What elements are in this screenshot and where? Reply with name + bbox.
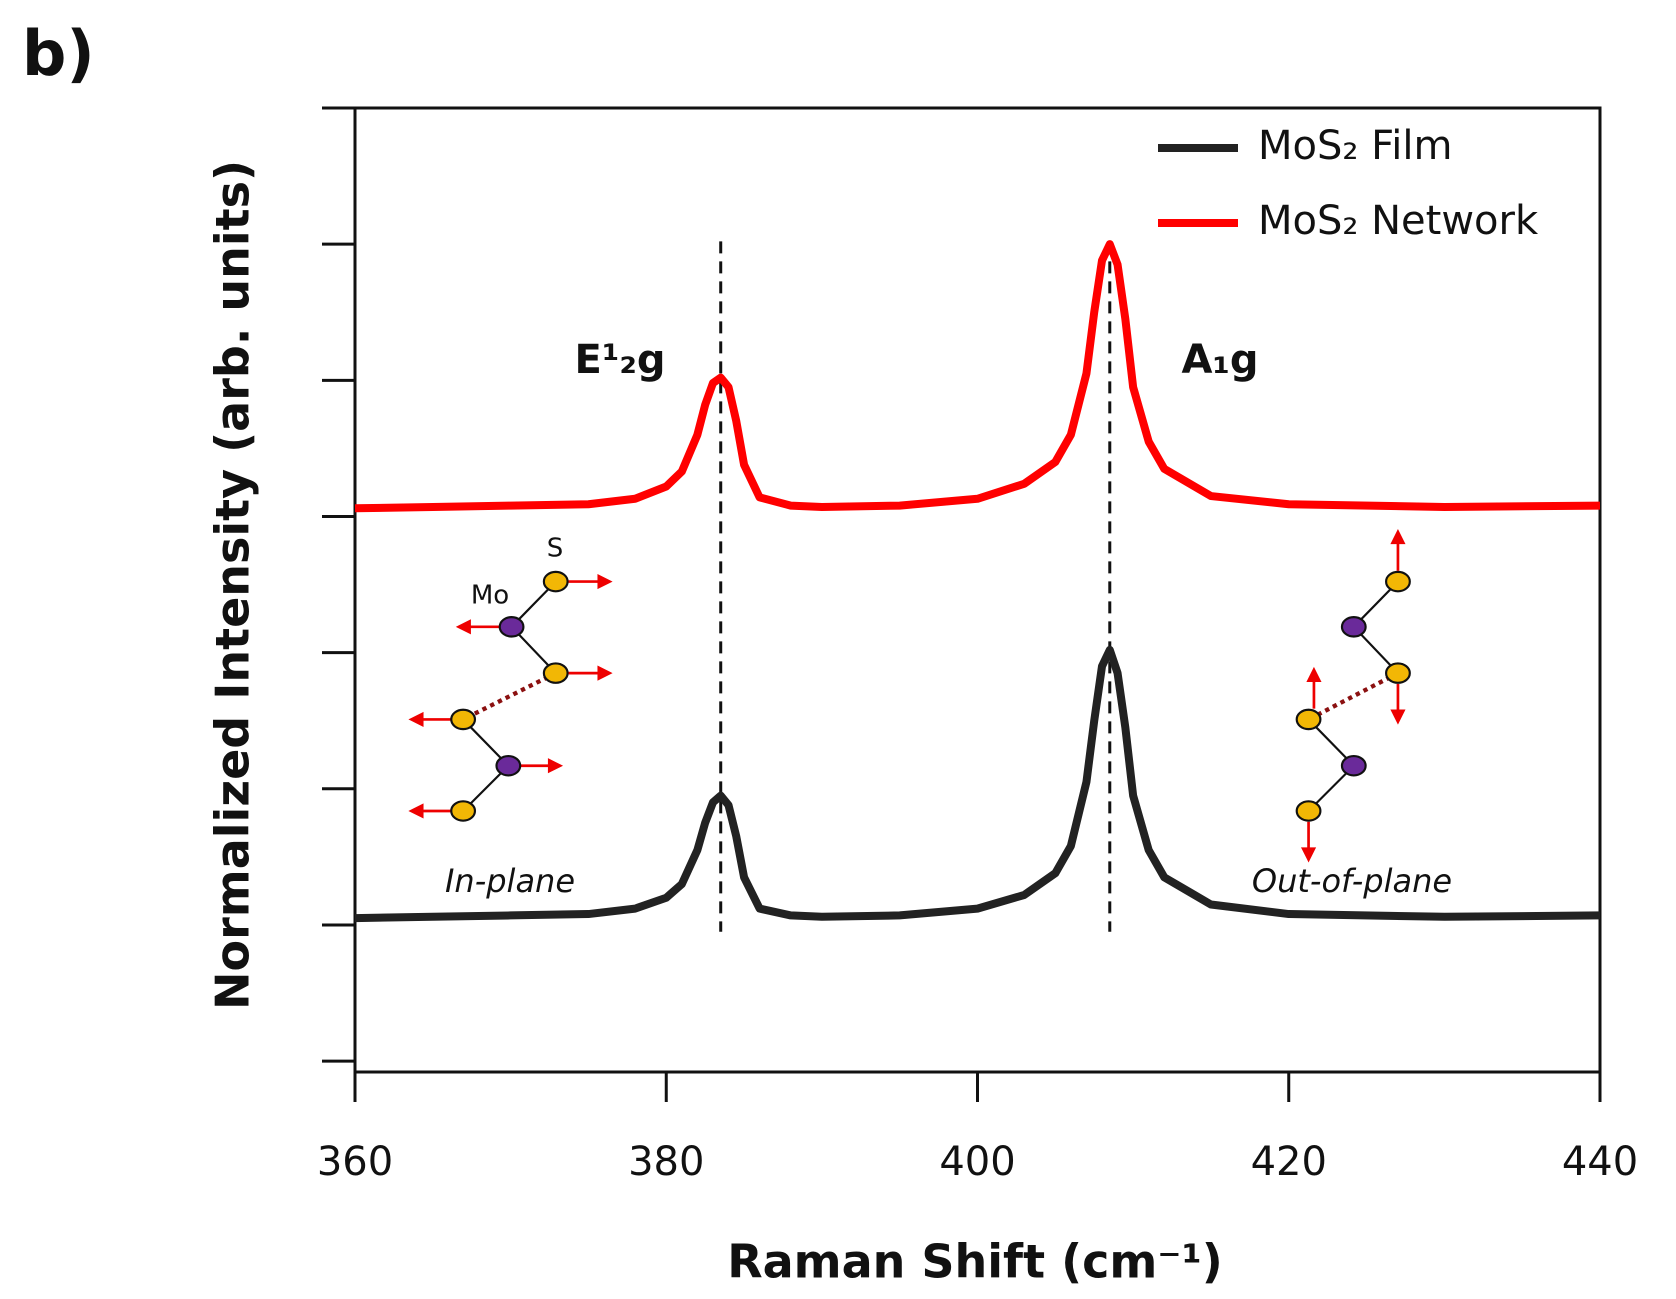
peak-label: A₁g <box>1181 337 1258 383</box>
series-line <box>354 645 1601 923</box>
y-axis-title: Normalized Intensity (arb. units) <box>206 160 260 1010</box>
plot-frame <box>353 106 1602 1074</box>
x-tick-label: 440 <box>1562 1139 1638 1185</box>
x-tick-label: 360 <box>317 1139 393 1185</box>
legend-label: MoS₂ Film <box>1258 123 1452 169</box>
x-tick-label: 420 <box>1251 1139 1327 1185</box>
x-tick-label: 380 <box>628 1139 704 1185</box>
panel-label: b) <box>22 17 95 90</box>
peak-label: E¹₂g <box>575 337 666 383</box>
x-axis-title: Raman Shift (cm⁻¹) <box>727 1235 1223 1289</box>
mode-label: Out-of-plane <box>1252 862 1452 900</box>
out-of-plane-diagram <box>1295 529 1411 863</box>
mode-label: In-plane <box>445 862 575 900</box>
x-tick-label: 400 <box>939 1139 1015 1185</box>
atom-label: S <box>547 534 564 564</box>
in-plane-diagram <box>408 570 613 822</box>
series-line <box>354 240 1601 513</box>
atom-label: Mo <box>471 581 509 611</box>
legend-label: MoS₂ Network <box>1258 198 1539 244</box>
